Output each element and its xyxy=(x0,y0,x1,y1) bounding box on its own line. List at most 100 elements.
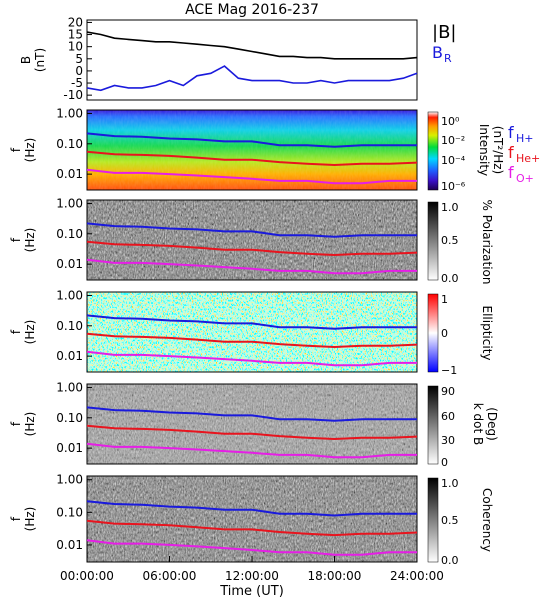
legend-fo: f xyxy=(508,163,514,182)
f-line-fH+ xyxy=(86,406,417,422)
x-tick-label-2: 12:00:00 xyxy=(225,569,279,583)
figure-title: ACE Mag 2016-237 xyxy=(185,2,319,18)
ellipticity-spectrogram xyxy=(87,292,417,372)
panel-polarization: 1.0 0.5 0.0 % Polarization xyxy=(86,199,494,285)
x-axis: 00:00:00 06:00:00 12:00:00 18:00:00 24:0… xyxy=(60,556,444,599)
intensity-texture xyxy=(87,110,417,190)
b-plot-frame xyxy=(86,19,418,101)
f-ytick-label: 1.00 xyxy=(56,106,83,120)
intensity-colorbar xyxy=(427,111,439,191)
kdotb-cb-tick-2: 30 xyxy=(441,434,455,447)
polarization-cb-label: % Polarization xyxy=(480,200,494,285)
f-ytick-label: 0.10 xyxy=(56,505,83,519)
intensity-cb-tick-2: 10⁻⁴ xyxy=(441,154,466,167)
f-line-fHe+ xyxy=(86,332,418,349)
legend-fh: f xyxy=(508,123,514,142)
b-ylabel: B xyxy=(19,56,33,64)
intensity-cb-tick-1: 10⁻² xyxy=(441,134,465,147)
f-ytick-label: 0.01 xyxy=(56,257,83,271)
panel-coherency: 1.0 0.5 0.0 Coherency xyxy=(86,475,494,567)
f-line-fH+ xyxy=(86,314,417,330)
f-line-fHe+ xyxy=(86,150,418,167)
legend-fh-sub: H+ xyxy=(516,132,534,145)
f-line-fO+ xyxy=(86,539,417,556)
b-series-0-line xyxy=(86,31,418,60)
legend-fhe-sub: He+ xyxy=(516,152,540,165)
ellipticity-frame xyxy=(86,291,418,373)
f-line-fO+ xyxy=(86,350,417,367)
f-line-fHe+ xyxy=(86,424,418,441)
f-line-fO+ xyxy=(86,442,417,459)
coherency-cb-tick-2: 0.0 xyxy=(441,554,459,567)
polarization-frame xyxy=(86,199,418,281)
f-panel-2-overlay: 1.00 0.10 0.01 f (Hz) xyxy=(9,288,418,367)
b-ylabel-units: (nT) xyxy=(33,48,47,72)
intensity-cb-label: Intensity xyxy=(477,124,491,176)
ellipticity-cb-tick-0: 1 xyxy=(441,293,448,306)
f-ylabel: f xyxy=(9,237,23,242)
polarization-cb-tick-0: 1.0 xyxy=(441,201,459,214)
f-line-fHe+ xyxy=(86,240,418,257)
panel-ellipticity: 1 0 −1 Ellipticity xyxy=(86,291,494,377)
x-tick-label-3: 18:00:00 xyxy=(308,569,362,583)
f-ytick-label: 1.00 xyxy=(56,288,83,302)
f-ytick-label: 1.00 xyxy=(56,196,83,210)
f-line-fO+ xyxy=(86,258,417,275)
legend-fhe: f xyxy=(508,143,514,162)
polarization-cb-tick-1: 0.5 xyxy=(441,234,459,247)
x-tick-label-0: 00:00:00 xyxy=(60,569,114,583)
b-ytick-label: 15 xyxy=(68,28,83,42)
f-ytick-label: 0.10 xyxy=(56,411,83,425)
f-ytick-label: 1.00 xyxy=(56,380,83,394)
coherency-cb-label: Coherency xyxy=(480,488,494,552)
b-ytick-label: -10 xyxy=(63,88,83,102)
legend-b-r-sub: R xyxy=(444,52,452,65)
f-ytick-label: 0.10 xyxy=(56,319,83,333)
legend-b-total: |B| xyxy=(432,22,456,43)
polarization-colorbar xyxy=(427,201,439,281)
f-ylabel: f xyxy=(9,329,23,334)
x-tick-label-4: 24:00:00 xyxy=(390,569,444,583)
f-ylabel: f xyxy=(9,147,23,152)
frequency-overlays: 1.000.100.01f (Hz)1.000.100.01f (Hz)1.000.… xyxy=(9,106,418,556)
f-ylabel-units: (Hz) xyxy=(23,138,37,163)
f-ytick-label: 0.10 xyxy=(56,137,83,151)
f-line-fH+ xyxy=(86,222,417,238)
f-panel-0-overlay: 1.00 0.10 0.01 f (Hz) xyxy=(9,106,418,185)
f-ylabel-units: (Hz) xyxy=(23,507,37,532)
polarization-cb-tick-2: 0.0 xyxy=(441,272,459,285)
b-ytick-label: 20 xyxy=(68,15,83,29)
kdotb-cb-tick-1: 60 xyxy=(441,410,455,423)
f-ytick-label: 0.01 xyxy=(56,349,83,363)
panel-kdotb: 90 60 30 0 k dot B (Deg) xyxy=(86,383,499,469)
coherency-colorbar xyxy=(427,477,439,563)
f-ylabel-units: (Hz) xyxy=(23,412,37,437)
x-tick-label-1: 06:00:00 xyxy=(143,569,197,583)
x-axis-title: Time (UT) xyxy=(219,584,284,599)
f-ylabel: f xyxy=(9,421,23,426)
b-ytick-label: -5 xyxy=(71,76,83,90)
f-line-fHe+ xyxy=(86,519,418,537)
kdotb-cb-label-units: (Deg) xyxy=(485,407,499,441)
b-ytick-label: 10 xyxy=(68,40,83,54)
intensity-cb-label-units: (nT²/Hz) xyxy=(491,126,505,174)
kdotb-cb-tick-3: 0 xyxy=(441,456,448,469)
b-ytick-label: 5 xyxy=(75,52,83,66)
intensity-frame xyxy=(86,109,418,191)
legend-fo-sub: O+ xyxy=(516,172,534,185)
f-line-fH+ xyxy=(86,132,417,148)
f-panel-3-overlay: 1.00 0.10 0.01 f (Hz) xyxy=(9,380,418,459)
f-panel-4-overlay: 1.00 0.10 0.01 f (Hz) xyxy=(9,473,418,556)
ellipticity-cb-tick-1: 0 xyxy=(441,327,448,340)
f-ytick-label: 1.00 xyxy=(56,473,83,487)
f-ylabel-units: (Hz) xyxy=(23,228,37,253)
f-line-fH+ xyxy=(86,500,417,517)
ellipticity-colorbar xyxy=(427,293,439,373)
polarization-spectrogram xyxy=(87,200,417,280)
kdotb-spectrogram xyxy=(87,384,417,464)
kdotb-cb-label: k dot B xyxy=(471,403,485,445)
panel-intensity: 10⁰ 10⁻² 10⁻⁴ 10⁻⁶ Intensity (nT²/Hz) f … xyxy=(86,109,540,193)
intensity-cb-tick-3: 10⁻⁶ xyxy=(441,180,466,193)
